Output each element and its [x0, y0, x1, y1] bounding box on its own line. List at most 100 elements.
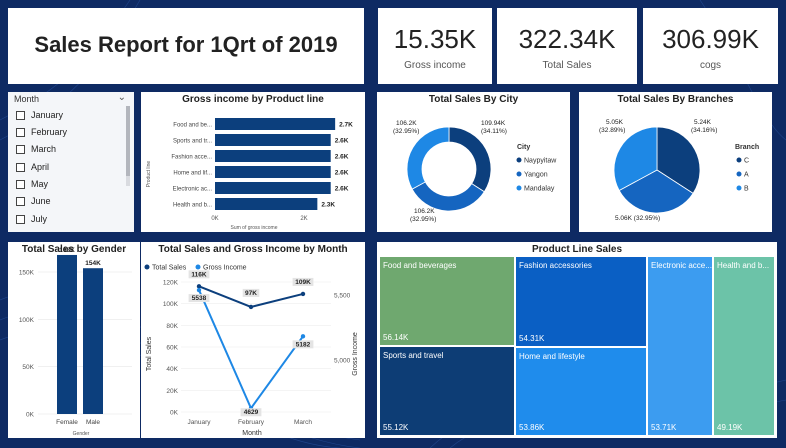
checkbox[interactable]	[16, 127, 25, 137]
data-label: 109K	[295, 279, 311, 286]
checkbox[interactable]	[16, 196, 25, 206]
data-label: 4629	[244, 409, 259, 416]
data-label: 109.94K (34.11%)	[481, 120, 507, 135]
legend-marker	[736, 157, 742, 163]
y-tick-label: Health and b...	[173, 203, 212, 209]
slicer-item-april[interactable]: April	[16, 160, 49, 174]
treemap-tile-fashion-accessories[interactable]: Fashion accessories 54.31K	[515, 256, 647, 347]
data-label: 2.3K	[321, 202, 335, 209]
y-tick-left: 40K	[166, 366, 178, 373]
chevron-down-icon[interactable]: ⌄	[117, 92, 126, 103]
legend-marker	[736, 171, 742, 177]
checkbox[interactable]	[16, 162, 25, 172]
scrollbar-thumb[interactable]	[126, 106, 130, 176]
slicer-item-may[interactable]: May	[16, 177, 48, 191]
data-label: 2.6K	[335, 170, 349, 177]
data-point[interactable]	[196, 287, 202, 293]
x-axis-label: Gender	[73, 431, 90, 437]
legend-entry[interactable]: B	[744, 186, 749, 193]
y-tick-left: 60K	[166, 345, 178, 352]
y-tick: 50K	[22, 364, 34, 371]
data-label-bg	[242, 288, 260, 297]
sales-gross-by-month-card: Total Sales and Gross Income by Month To…	[141, 242, 365, 438]
gross-income-by-product-card: Gross income by Product line Product lin…	[141, 92, 365, 232]
data-label: 5.24K (34.16%)	[691, 119, 717, 134]
data-label: 5538	[192, 295, 207, 302]
data-point[interactable]	[248, 304, 254, 310]
data-label: 154K	[85, 260, 101, 267]
tile-value: 54.31K	[519, 334, 545, 343]
y-tick-label: Home and lif...	[173, 171, 212, 177]
bar[interactable]	[83, 268, 103, 414]
treemap-tile-sports-and-travel[interactable]: Sports and travel 55.12K	[379, 346, 515, 436]
x-tick: Female	[56, 419, 78, 426]
checkbox[interactable]	[16, 179, 25, 189]
x-tick: 2K	[300, 216, 307, 222]
y-tick-label: Sports and tr...	[173, 139, 212, 145]
data-label: 2.6K	[335, 154, 349, 161]
slicer-item-june[interactable]: June	[16, 194, 51, 208]
slicer-item-february[interactable]: February	[16, 125, 67, 139]
slicer-item-july[interactable]: July	[16, 212, 47, 226]
y-tick-label: Food and be...	[173, 123, 212, 129]
slice[interactable]	[411, 181, 485, 212]
data-label: 5182	[296, 341, 311, 348]
bar[interactable]	[215, 198, 318, 210]
treemap-tile-electronic-accessories[interactable]: Electronic acce... 53.71K	[647, 256, 713, 436]
data-label: 106.2K (32.95%)	[393, 120, 419, 135]
slice[interactable]	[406, 126, 450, 190]
data-label-bg	[292, 277, 314, 286]
legend-entry[interactable]: Mandalay	[524, 186, 555, 193]
sales-by-gender-chart: 0K 50K 100K 150K 168K Female 154K Male Gender	[19, 247, 132, 437]
chart-title: Total Sales and Gross Income by Month	[158, 244, 348, 255]
treemap-tile-food-and-beverages[interactable]: Food and beverages 56.14K	[379, 256, 515, 346]
data-label-bg	[188, 294, 210, 303]
slicer-item-march[interactable]: March	[16, 142, 56, 156]
chart-title: Total Sales By Branches	[617, 94, 734, 105]
data-point[interactable]	[300, 291, 306, 297]
treemap-tile-health-and-beauty[interactable]: Health and b... 49.19K	[713, 256, 775, 436]
kpi-card-cogs: 306.99K cogs	[643, 8, 778, 84]
report-title: Sales Report for 1Qrt of 2019	[34, 32, 338, 57]
data-point[interactable]	[300, 334, 306, 339]
slicer-item-label: June	[31, 196, 51, 206]
data-label-bg	[188, 270, 210, 279]
bar[interactable]	[57, 254, 77, 414]
chart-title: Total Sales by Gender	[21, 244, 127, 255]
sales-by-city-card: Total Sales By City 106.2K (32.95%) 109.9…	[377, 92, 570, 232]
bar[interactable]	[215, 182, 331, 194]
slicer-item-january[interactable]: January	[16, 108, 63, 122]
checkbox[interactable]	[16, 110, 25, 120]
bar[interactable]	[215, 166, 331, 178]
legend-marker	[516, 171, 522, 177]
bar[interactable]	[215, 134, 331, 146]
y-tick-left: 100K	[163, 301, 179, 308]
x-tick: 0K	[211, 216, 218, 222]
kpi-value: 15.35K	[393, 24, 477, 54]
tile-label: Sports and travel	[383, 351, 444, 360]
data-label: 2.6K	[335, 186, 349, 193]
legend-title: Branch	[735, 144, 759, 151]
legend-entry[interactable]: Naypyitaw	[524, 158, 557, 165]
data-label: 2.7K	[339, 122, 353, 129]
legend-entry: Gross Income	[203, 265, 247, 272]
legend-entry[interactable]: Yangon	[524, 172, 548, 179]
slice[interactable]	[448, 126, 492, 193]
bar[interactable]	[215, 118, 336, 130]
legend-entry[interactable]: C	[744, 158, 749, 165]
legend-entry[interactable]: A	[744, 172, 749, 179]
legend-marker	[516, 185, 522, 191]
tile-value: 55.12K	[383, 423, 409, 432]
kpi-card-total-sales: 322.34K Total Sales	[497, 8, 637, 84]
slice[interactable]	[613, 126, 658, 192]
treemap-tile-home-and-lifestyle[interactable]: Home and lifestyle 53.86K	[515, 347, 647, 436]
tile-value: 53.86K	[519, 423, 545, 432]
checkbox[interactable]	[16, 214, 25, 224]
checkbox[interactable]	[16, 144, 25, 154]
x-axis-label: Sum of gross income	[231, 225, 278, 231]
data-point[interactable]	[196, 284, 202, 289]
bar[interactable]	[215, 150, 331, 162]
data-label: 97K	[245, 290, 257, 297]
gross-income-by-product-chart: Product line Sum of gross income 0K 2K F…	[146, 118, 353, 231]
y-tick-right: 5,000	[334, 358, 351, 365]
